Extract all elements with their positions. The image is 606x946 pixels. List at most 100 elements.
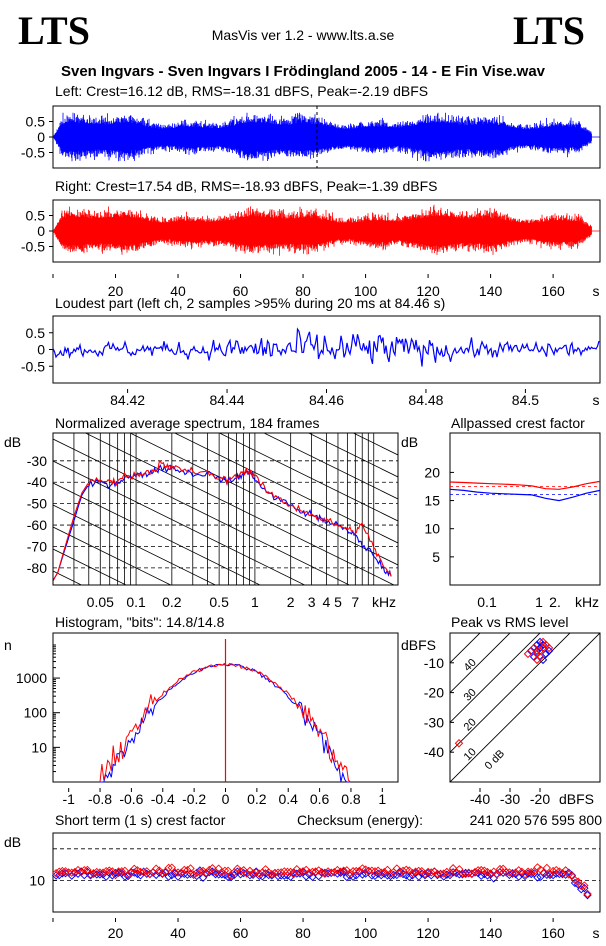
short-term-point-right bbox=[311, 867, 320, 876]
peak-rms-point-left bbox=[538, 655, 548, 665]
spectrum-xunit: kHz bbox=[372, 594, 396, 610]
spectrum-diagonal bbox=[53, 482, 261, 585]
short-term-xtick-label: 40 bbox=[170, 925, 186, 941]
crest-frame bbox=[449, 432, 601, 586]
short-term-point-right bbox=[489, 867, 498, 876]
right-waveform-xunit: s bbox=[593, 283, 600, 299]
short-term-point-right bbox=[217, 868, 226, 877]
version-text: MasVis ver 1.2 - www.lts.a.se bbox=[212, 27, 395, 43]
right-waveform-xtick-label: 140 bbox=[479, 283, 503, 299]
short-term-point-right bbox=[514, 866, 523, 875]
crest-xtick-label: 0.1 bbox=[477, 594, 497, 610]
short-term-point-right bbox=[242, 869, 251, 878]
histogram-title: Histogram, "bits": 14.8/14.8 bbox=[55, 614, 225, 630]
loudest-ytick-label: 0.5 bbox=[26, 325, 46, 341]
short-term-point-left bbox=[477, 871, 486, 880]
spectrum-diagonal bbox=[53, 438, 351, 585]
short-term-point-right bbox=[555, 867, 564, 876]
short-term-point-right bbox=[386, 869, 395, 878]
short-term-point-left bbox=[580, 883, 589, 893]
short-term-point-right bbox=[286, 867, 295, 877]
short-term-point-right bbox=[223, 866, 233, 875]
short-term-point-left bbox=[98, 870, 108, 879]
peak-rms-diagonal-label: 40 bbox=[462, 657, 479, 674]
crest-ytick-label: 5 bbox=[432, 549, 440, 565]
short-term-point-left bbox=[305, 870, 314, 879]
short-term-point-right bbox=[427, 868, 436, 877]
spectrum-xtick-label: 0.05 bbox=[87, 594, 114, 610]
short-term-xtick-label: 80 bbox=[295, 925, 311, 941]
peak-rms-diagonal-label: 30 bbox=[462, 687, 479, 704]
short-term-point-right bbox=[345, 869, 355, 878]
histogram-xtick-label: -0.6 bbox=[119, 791, 143, 807]
peak-rms-point-right bbox=[541, 640, 551, 650]
short-term-point-left bbox=[505, 870, 514, 880]
short-term-point-right bbox=[445, 868, 455, 878]
loudest-signal bbox=[52, 327, 600, 367]
short-term-point-left bbox=[267, 871, 276, 880]
short-term-point-right bbox=[245, 866, 255, 876]
short-term-point-left bbox=[583, 890, 592, 900]
spectrum-xtick-label: 0.1 bbox=[126, 594, 146, 610]
short-term-point-right bbox=[552, 865, 561, 875]
short-term-point-left bbox=[164, 872, 173, 881]
spectrum-xtick-label: 2 bbox=[287, 594, 295, 610]
checksum-value: 241 020 576 595 800 bbox=[470, 812, 603, 828]
short-term-point-right bbox=[430, 867, 439, 876]
short-term-point-right bbox=[189, 870, 198, 879]
spectrum-diagonals bbox=[53, 433, 398, 585]
short-term-point-right bbox=[461, 869, 470, 879]
peak-rms-ytick-label: -40 bbox=[424, 744, 444, 760]
loudest-part-title: Loudest part (left ch, 2 samples >95% du… bbox=[55, 295, 445, 311]
short-term-point-right bbox=[302, 865, 311, 875]
right-waveform-ytick-label: 0 bbox=[37, 223, 45, 239]
peak-rms-point-right bbox=[535, 646, 545, 656]
short-term-xtick-label: 100 bbox=[354, 925, 378, 941]
peak-rms-xtick-label: -40 bbox=[470, 791, 490, 807]
crest-xtick-label: 2. bbox=[549, 594, 561, 610]
left-waveform-title: Left: Crest=16.12 dB, RMS=-18.31 dBFS, P… bbox=[55, 83, 428, 99]
spectrum-xtick-label: 0.2 bbox=[162, 594, 182, 610]
spectrum-xtick-label: 3 bbox=[308, 594, 316, 610]
loudest-ytick-label: -0.5 bbox=[21, 358, 45, 374]
peak-rms-xtick-label: -20 bbox=[530, 791, 550, 807]
short-term-point-right bbox=[176, 868, 186, 877]
short-term-point-right bbox=[61, 867, 70, 876]
short-term-point-left bbox=[80, 870, 89, 880]
peak-rms-point-right bbox=[454, 739, 464, 748]
short-term-ytick-label: 10 bbox=[29, 872, 45, 888]
peak-rms-point-left bbox=[532, 640, 542, 650]
spectrum-diagonal bbox=[53, 460, 306, 585]
peak-rms-crest-line bbox=[450, 633, 571, 753]
file-title: Sven Ingvars - Sven Ingvars I Frödinglan… bbox=[61, 63, 546, 80]
short-term-point-right bbox=[342, 866, 351, 875]
short-term-point-right bbox=[186, 864, 195, 873]
short-term-point-right bbox=[452, 867, 461, 877]
histogram-xtick-label: 1 bbox=[378, 791, 386, 807]
spectrum-ytick-label: -70 bbox=[27, 538, 47, 554]
histogram-ytick-label: 100 bbox=[24, 705, 48, 721]
short-term-point-right bbox=[358, 864, 367, 873]
short-term-point-right bbox=[289, 870, 298, 879]
spectrum-ytick-label: -50 bbox=[27, 496, 47, 512]
spectrum-ytick-label: -80 bbox=[27, 560, 47, 576]
peak-rms-point-right bbox=[538, 637, 548, 647]
short-term-point-right bbox=[239, 866, 248, 875]
left-waveform-ytick-label: -0.5 bbox=[21, 145, 45, 161]
short-term-xunit: s bbox=[593, 925, 600, 941]
loudest-xtick-label: 84.46 bbox=[309, 392, 344, 408]
crest-line-right bbox=[449, 480, 601, 490]
short-term-point-right bbox=[277, 868, 286, 877]
logo-right: LTS bbox=[513, 8, 585, 53]
short-term-point-right bbox=[211, 867, 220, 877]
crest-xtick-label: kHz bbox=[575, 594, 599, 610]
short-term-point-right bbox=[517, 867, 527, 876]
short-term-point-right bbox=[255, 869, 264, 878]
short-term-point-right bbox=[395, 869, 405, 878]
short-term-point-right bbox=[542, 863, 552, 873]
histogram-xtick-label: 0.6 bbox=[310, 791, 330, 807]
peak-rms-ylabel: dBFS bbox=[401, 637, 436, 653]
short-term-point-right bbox=[533, 863, 542, 872]
short-term-point-right bbox=[89, 868, 98, 878]
short-term-title: Short term (1 s) crest factor bbox=[55, 812, 226, 828]
